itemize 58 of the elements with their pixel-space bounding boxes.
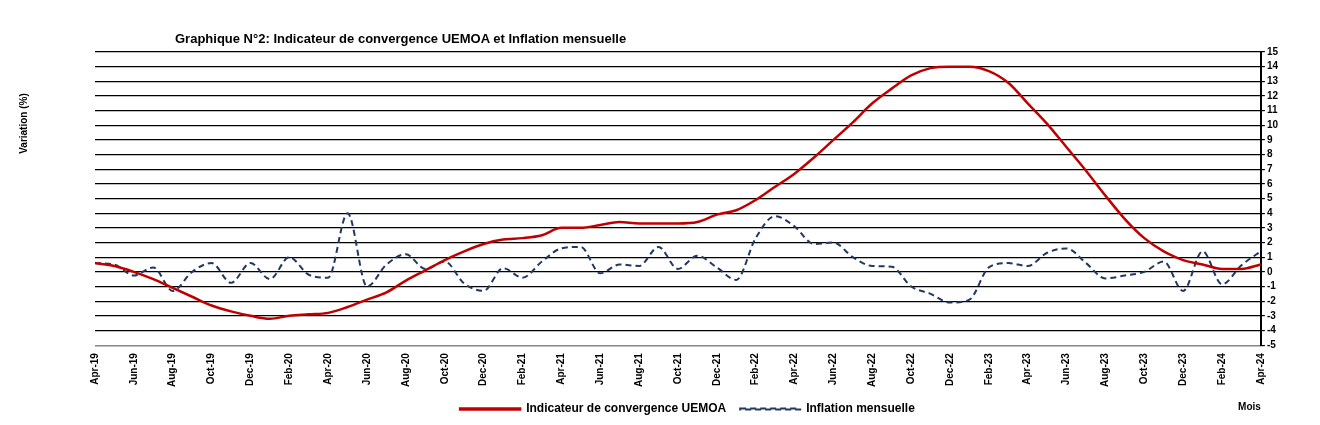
y-tick-label: 9 <box>1266 133 1273 145</box>
x-tick-label: Oct-22 <box>904 352 916 385</box>
line-series <box>93 65 1263 320</box>
x-tick-label: Dec-22 <box>943 352 955 386</box>
x-tick-label: Feb-20 <box>283 352 295 386</box>
x-tick-label: Oct-23 <box>1138 352 1150 385</box>
y-tick-label: 8 <box>1266 148 1273 160</box>
x-tick-label: Aug-20 <box>399 352 411 388</box>
y-tick-label: -5 <box>1266 338 1277 350</box>
x-tick-label: Apr-23 <box>1021 352 1033 385</box>
x-tick-label: Aug-21 <box>632 352 644 388</box>
y-tick-label: 5 <box>1266 192 1273 204</box>
x-tick-label: Aug-22 <box>866 352 877 388</box>
x-tick-label: Feb-23 <box>982 352 994 386</box>
y-tick-label: -1 <box>1266 280 1277 292</box>
x-axis-title: Mois <box>1238 400 1262 412</box>
y-tick-label: 0 <box>1266 265 1273 277</box>
y-tick-label: 15 <box>1266 45 1279 57</box>
y-tick-label: 13 <box>1266 75 1279 87</box>
y-tick-label: 2 <box>1266 236 1273 248</box>
x-tick-label: Jun-21 <box>593 352 605 386</box>
x-tick-label: Oct-19 <box>205 352 217 385</box>
text: Variation (%) <box>17 92 29 156</box>
y-tick-label: 4 <box>1266 206 1273 218</box>
y-tick-label: -3 <box>1266 309 1277 321</box>
x-tick-label: Jun-23 <box>1060 352 1072 386</box>
x-tick-label: Apr-24 <box>1254 352 1266 385</box>
y-tick-label: 10 <box>1266 119 1279 131</box>
x-tick-label: Jun-20 <box>360 352 372 386</box>
x-tick-label: Dec-21 <box>710 352 722 386</box>
y-tick-label: 6 <box>1266 177 1273 189</box>
y-tick-label: 12 <box>1266 89 1279 101</box>
x-tick-label: Aug-19 <box>166 352 178 388</box>
x-tick-label: Aug-23 <box>1099 352 1111 388</box>
x-tick-label: Apr-22 <box>788 352 800 385</box>
x-tick-label: Oct-21 <box>671 352 683 385</box>
x-tick-label: Feb-21 <box>516 352 528 386</box>
x-tick-label: Oct-20 <box>438 352 450 385</box>
chart-title: Graphique N°2: Indicateur de convergence UEMOA et Inflation mensuelle <box>175 31 627 46</box>
x-tick-label: Apr-21 <box>555 352 567 385</box>
x-tick-label: Dec-20 <box>477 352 489 386</box>
y-tick-label: 7 <box>1266 162 1273 174</box>
x-tick-label: Jun-22 <box>827 352 839 386</box>
legend-label: Indicateur de convergence UEMOA <box>526 401 727 416</box>
y-tick-label: 3 <box>1266 221 1273 233</box>
y-tick-label: -4 <box>1266 324 1277 336</box>
y-tick-label: -2 <box>1266 294 1277 306</box>
x-tick-label: Dec-23 <box>1176 352 1188 386</box>
y-tick-label: 11 <box>1266 104 1278 116</box>
x-tick-label: Dec-19 <box>244 352 256 386</box>
y-tick-label: 14 <box>1266 60 1279 72</box>
x-tick-label: Feb-22 <box>749 352 761 386</box>
x-tick-label: Feb-24 <box>1215 352 1227 386</box>
x-tick-label: Apr-20 <box>321 352 333 385</box>
x-tick-label: Apr-19 <box>88 352 100 385</box>
x-tick-label: Jun-19 <box>127 352 139 386</box>
legend-label: Inflation mensuelle <box>806 401 916 416</box>
y-tick-label: 1 <box>1266 250 1273 262</box>
